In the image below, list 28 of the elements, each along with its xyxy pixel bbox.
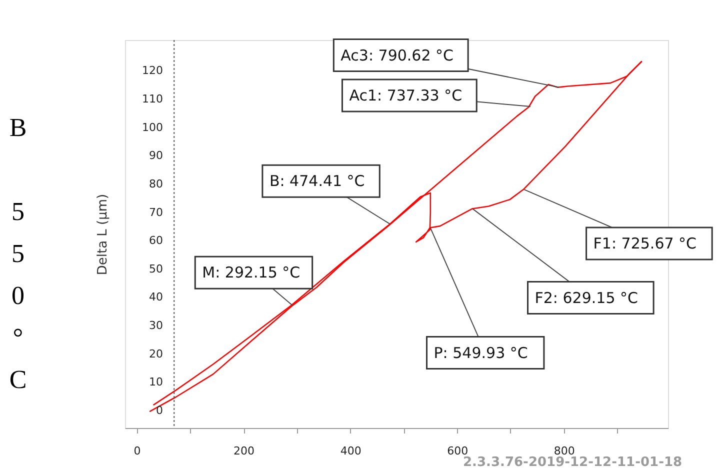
- y-tick-label: 120: [142, 64, 163, 78]
- annotation: Ac3: 790.62 °C: [340, 46, 454, 64]
- y-tick-label: 50: [149, 262, 163, 276]
- x-tick-label: 800: [554, 444, 575, 458]
- y-tick-label: 40: [149, 290, 163, 304]
- y-tick-label: 80: [149, 177, 163, 190]
- x-tick-label: 200: [234, 444, 255, 458]
- y-tick-label: 100: [142, 120, 163, 134]
- annotation: P: 549.93 °C: [434, 344, 528, 362]
- y-tick-label: 70: [149, 206, 163, 219]
- annotation: M: 292.15 °C: [202, 264, 300, 282]
- y-tick-label: 20: [149, 347, 163, 360]
- annotation: F1: 725.67 °C: [593, 234, 697, 253]
- y-tick-label: 110: [142, 92, 163, 106]
- x-tick-label: 600: [447, 444, 468, 458]
- y-tick-label: 0: [156, 404, 163, 418]
- x-tick-label: 400: [340, 444, 362, 458]
- text: 2.3.3.76-2019-12-12-11-01-18: [463, 455, 682, 470]
- y-axis-title: Delta L (µm): [96, 194, 110, 276]
- text: B 550°C: [9, 113, 27, 394]
- y-tick-label: 60: [149, 234, 163, 248]
- annotation: Ac1: 737.33 °C: [349, 86, 462, 105]
- x-tick-label: 0: [134, 444, 141, 458]
- annotation: F2: 629.15 °C: [534, 288, 638, 307]
- annotation: B: 474.41 °C: [269, 172, 365, 190]
- y-tick-label: 10: [149, 376, 163, 389]
- y-tick-label: 90: [149, 149, 163, 162]
- y-tick-label: 30: [149, 319, 163, 332]
